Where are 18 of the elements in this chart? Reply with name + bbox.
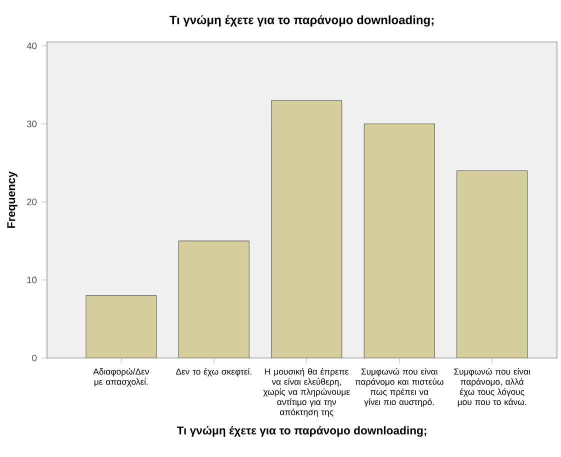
x-tick-label: Δεν το έχω σκεφτεί. [176,368,252,376]
y-tick-label: 40 [26,42,37,50]
y-axis-title: Frequency [7,171,18,228]
x-axis-title: Τι γνώμη έχετε για το παράνομο downloading; [176,426,426,437]
bar [86,295,157,358]
x-tick-label: Συμφωνώ που είναι παράνομο και πιστεύω πως πρέπει να γίνει πιο αυστηρό. [355,368,444,407]
x-tick-label: Συμφωνώ που είναι παράνομο, αλλά έχω τους λόγους μου που το κάνω. [454,368,530,407]
bar [178,240,250,358]
y-tick-label: 20 [27,198,37,206]
bar [271,100,342,358]
bar [456,170,528,358]
y-tick-label: 30 [26,120,37,128]
x-tick-label: Αδιαφορώ/Δεν με απασχολεί. [93,368,149,386]
chart-title: Τι γνώμη έχετε για το παράνομο downloading; [170,15,434,27]
y-tick-label: 0 [32,354,37,362]
x-tick-label: Η μουσική θα έπρεπε να είναι ελεύθερη, χωρίς να πληρώνουμε αντίτιμο για την απόκτηση της [263,368,350,417]
y-tick-label: 10 [27,276,37,284]
bar [364,124,435,358]
